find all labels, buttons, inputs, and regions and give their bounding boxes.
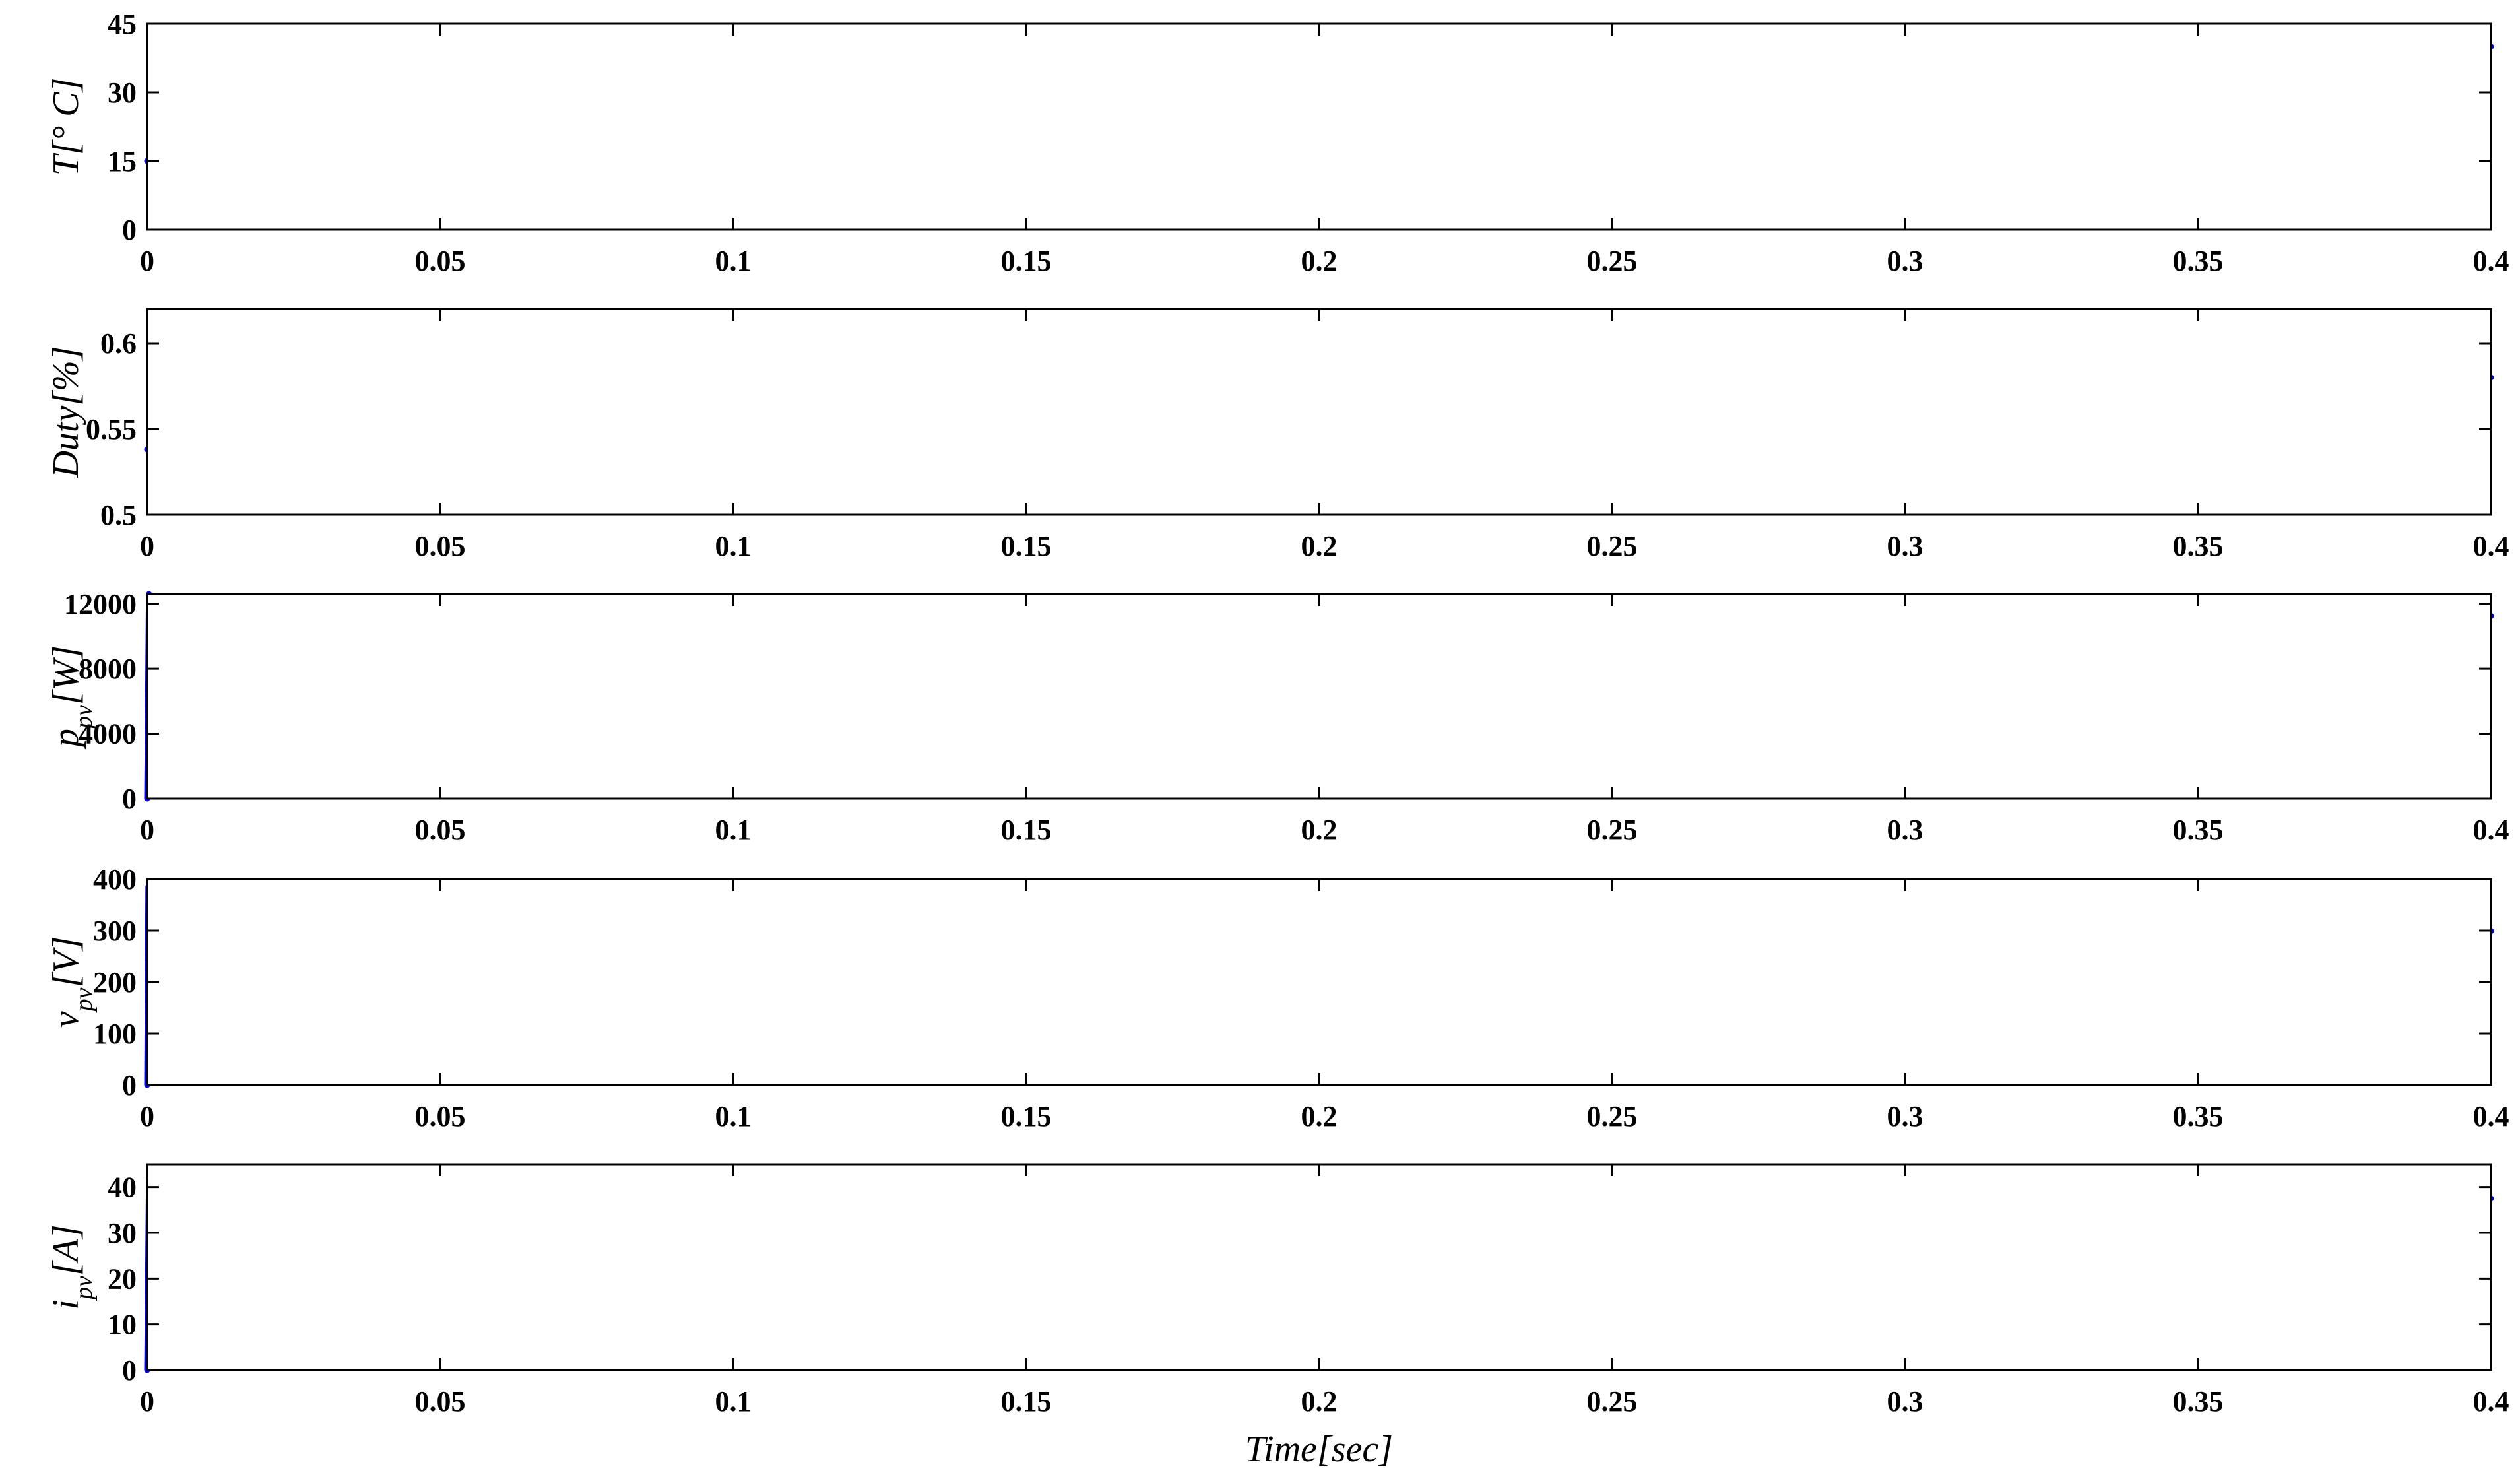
y-tick-label: 300 xyxy=(93,915,137,947)
axes-frame xyxy=(146,22,2492,231)
x-tick-label: 0.3 xyxy=(1887,1385,1923,1418)
x-tick-label: 0.25 xyxy=(1587,1100,1638,1133)
x-tick-label: 0.35 xyxy=(2173,1100,2224,1133)
x-tick-label: 0.05 xyxy=(415,245,466,277)
y-tick-label: 45 xyxy=(108,8,137,40)
x-axis-label: Time[sec] xyxy=(1245,1429,1393,1470)
y-axis-label: T[° C] xyxy=(46,78,86,176)
x-tick-label: 0.35 xyxy=(2173,814,2224,846)
x-tick-label: 0.2 xyxy=(1301,1100,1338,1133)
x-tick-label: 0 xyxy=(140,245,154,277)
y-tick-label: 8000 xyxy=(79,653,137,685)
x-tick-label: 0.15 xyxy=(1001,814,1052,846)
x-tick-label: 0.4 xyxy=(2473,530,2509,562)
y-tick-label: 15 xyxy=(108,145,137,178)
x-tick-label: 0.05 xyxy=(415,1100,466,1133)
subplot-1: 0 0.05 0.1 0.15 0.2 0.25 0.3 0.35 0.4 0 15 30 45 T[° … xyxy=(46,8,2509,277)
x-tick-label: 0 xyxy=(140,1100,154,1133)
subplot-4: 0 0.05 0.1 0.15 0.2 0.25 0.3 0.35 0.4 0 100 200 300 4… xyxy=(46,863,2509,1133)
x-tick-label: 0.25 xyxy=(1587,245,1638,277)
x-tick-label: 0.4 xyxy=(2473,1100,2509,1133)
y-tick-label: 12000 xyxy=(64,588,137,620)
x-tick-label: 0.2 xyxy=(1301,814,1338,846)
x-tick-label: 0.4 xyxy=(2473,245,2509,277)
y-axis-label: ppv[W] xyxy=(46,645,98,750)
x-tick-label: 0.4 xyxy=(2473,814,2509,846)
y-axis-label: Duty[%] xyxy=(46,346,86,478)
axes-frame xyxy=(146,593,2492,800)
x-tick-label: 0.1 xyxy=(715,1385,752,1418)
y-tick-label: 200 xyxy=(93,966,137,999)
x-tick-label: 0 xyxy=(140,530,154,562)
y-tick-label: 400 xyxy=(93,863,137,896)
x-tick-label: 0.2 xyxy=(1301,530,1338,562)
x-tick-label: 0.1 xyxy=(715,530,752,562)
y-tick-label: 0.55 xyxy=(86,413,137,445)
axes-frame xyxy=(146,308,2492,516)
x-tick-label: 0.1 xyxy=(715,1100,752,1133)
x-tick-label: 0.15 xyxy=(1001,245,1052,277)
axes-frame xyxy=(146,878,2492,1086)
x-tick-label: 0.2 xyxy=(1301,1385,1338,1418)
x-tick-label: 0.35 xyxy=(2173,1385,2224,1418)
x-tick-label: 0.3 xyxy=(1887,245,1923,277)
x-tick-label: 0.25 xyxy=(1587,530,1638,562)
x-tick-label: 0.35 xyxy=(2173,245,2224,277)
subplot-2: 0 0.05 0.1 0.15 0.2 0.25 0.3 0.35 0.4 0.5 0.55 0.6 D… xyxy=(46,308,2509,562)
x-tick-label: 0.15 xyxy=(1001,1100,1052,1133)
y-axis-label: vpv[V] xyxy=(46,937,98,1028)
y-axis-label: ipv[A] xyxy=(46,1224,98,1309)
y-tick-label: 30 xyxy=(108,1217,137,1249)
y-tick-label: 0 xyxy=(122,1354,137,1387)
x-tick-label: 0 xyxy=(140,814,154,846)
subplot-5: 0 0.05 0.1 0.15 0.2 0.25 0.3 0.35 0.4 0 10 20 30 40 ip… xyxy=(46,1163,2509,1418)
x-tick-label: 0.05 xyxy=(415,1385,466,1418)
x-tick-label: 0.05 xyxy=(415,530,466,562)
x-tick-label: 0.3 xyxy=(1887,1100,1923,1133)
x-tick-label: 0.3 xyxy=(1887,530,1923,562)
subplot-3: 0 0.05 0.1 0.15 0.2 0.25 0.3 0.35 0.4 0 4000 8000 12… xyxy=(46,588,2509,846)
x-tick-label: 0.1 xyxy=(715,814,752,846)
y-tick-label: 30 xyxy=(108,77,137,109)
y-tick-label: 100 xyxy=(93,1018,137,1050)
y-tick-label: 0.5 xyxy=(100,499,137,531)
axes-frame xyxy=(146,1163,2492,1371)
y-tick-label: 0 xyxy=(122,783,137,815)
y-tick-label: 4000 xyxy=(79,718,137,750)
y-tick-label: 40 xyxy=(108,1171,137,1204)
x-tick-label: 0.2 xyxy=(1301,245,1338,277)
x-tick-label: 0 xyxy=(140,1385,154,1418)
y-tick-label: 20 xyxy=(108,1263,137,1295)
x-tick-label: 0.3 xyxy=(1887,814,1923,846)
x-tick-label: 0.15 xyxy=(1001,530,1052,562)
x-tick-label: 0.4 xyxy=(2473,1385,2509,1418)
x-tick-label: 0.25 xyxy=(1587,814,1638,846)
x-tick-label: 0.25 xyxy=(1587,1385,1638,1418)
x-tick-label: 0.15 xyxy=(1001,1385,1052,1418)
y-tick-label: 0.6 xyxy=(100,327,137,360)
x-tick-label: 0.05 xyxy=(415,814,466,846)
y-tick-label: 10 xyxy=(108,1309,137,1341)
x-tick-label: 0.1 xyxy=(715,245,752,277)
y-tick-label: 0 xyxy=(122,1069,137,1101)
x-tick-label: 0.35 xyxy=(2173,530,2224,562)
y-tick-label: 0 xyxy=(122,214,137,246)
